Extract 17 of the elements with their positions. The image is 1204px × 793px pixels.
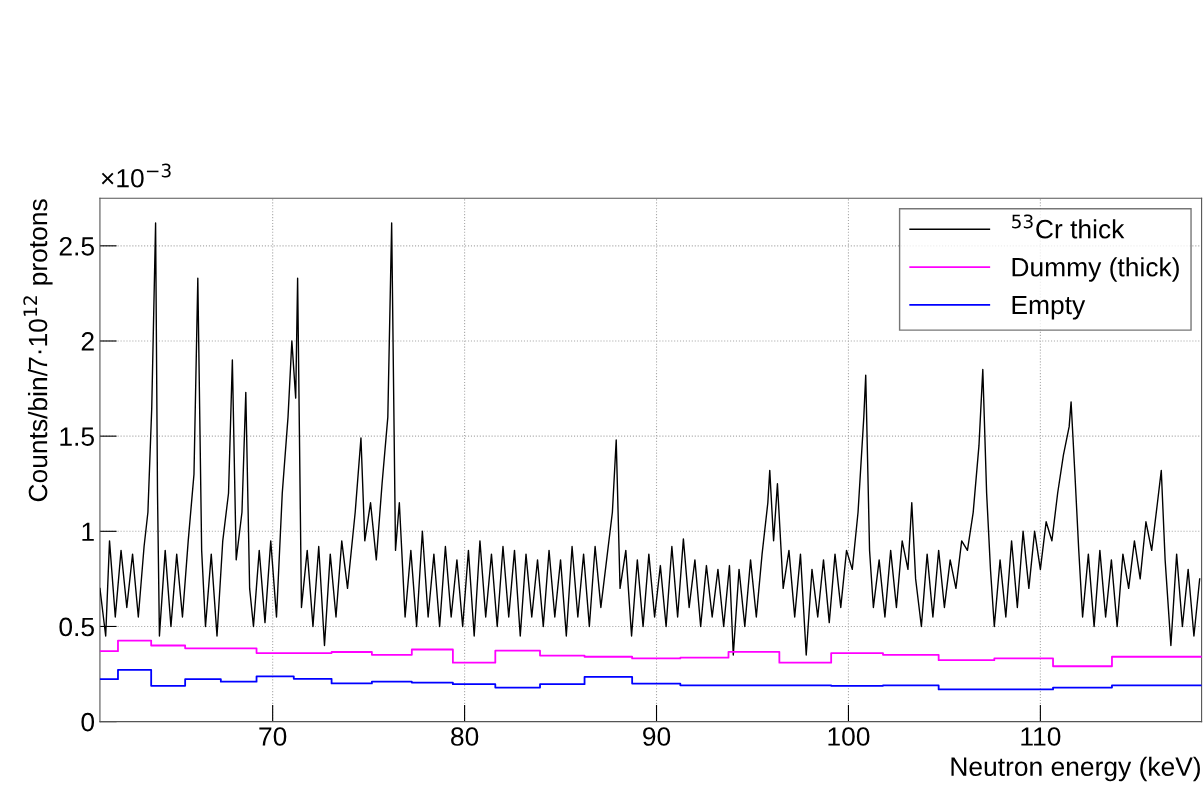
x-tick-label: 110 bbox=[1021, 727, 1061, 746]
y-tick-label: 1 bbox=[82, 522, 94, 541]
text: ×10$^{−3}$ bbox=[101, 163, 171, 188]
legend-label: Dummy (thick) bbox=[1012, 257, 1179, 282]
y-tick-label: 0 bbox=[81, 712, 95, 732]
y-tick-label: 2.5 bbox=[59, 236, 94, 256]
x-tick-label: 90 bbox=[643, 727, 671, 746]
y-tick-label: 0.5 bbox=[59, 617, 94, 637]
y-tick-label: 2 bbox=[81, 332, 94, 351]
y-tick-label: 1.5 bbox=[60, 427, 94, 446]
legend-label: $^{53}$Cr thick bbox=[1012, 214, 1125, 239]
y-axis-title: Counts/bin/7·10$^{12}$ protons bbox=[23, 199, 53, 502]
x-axis-title: Neutron energy (keV) bbox=[951, 756, 1200, 782]
x-tick-label: 100 bbox=[828, 727, 870, 746]
legend-label: Empty bbox=[1012, 295, 1086, 320]
x-tick-label: 70 bbox=[259, 727, 287, 746]
x-tick-label: 80 bbox=[451, 727, 479, 746]
